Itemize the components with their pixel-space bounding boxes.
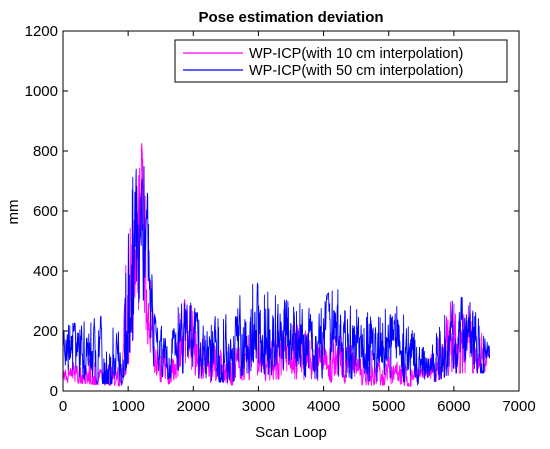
x-tick-label: 1000 [111,398,144,415]
x-tick-label: 4000 [307,398,340,415]
legend: WP-ICP(with 10 cm interpolation)WP-ICP(w… [174,39,508,83]
x-tick-label: 3000 [242,398,275,415]
y-tick-label: 600 [33,203,58,220]
legend-box [174,39,508,83]
y-tick-label: 200 [33,323,58,340]
y-tick-label: 0 [50,383,58,400]
x-tick-label: 2000 [177,398,210,415]
x-tick-label: 0 [59,398,67,415]
x-tick-label: 5000 [372,398,405,415]
y-tick-label: 800 [33,143,58,160]
y-tick-label: 1000 [25,83,58,100]
y-tick-label: 400 [33,263,58,280]
y-tick-label: 1200 [25,23,58,40]
legend-label-1: WP-ICP(with 10 cm interpolation) [249,46,463,62]
legend-label-2: WP-ICP(with 50 cm interpolation) [249,63,463,79]
x-tick-label: 6000 [437,398,470,415]
x-axis-label: Scan Loop [255,424,327,441]
y-axis-label: mm [5,200,22,225]
chart-title: Pose estimation deviation [198,9,383,26]
x-tick-label: 7000 [502,398,535,415]
series-line-2 [63,165,491,386]
